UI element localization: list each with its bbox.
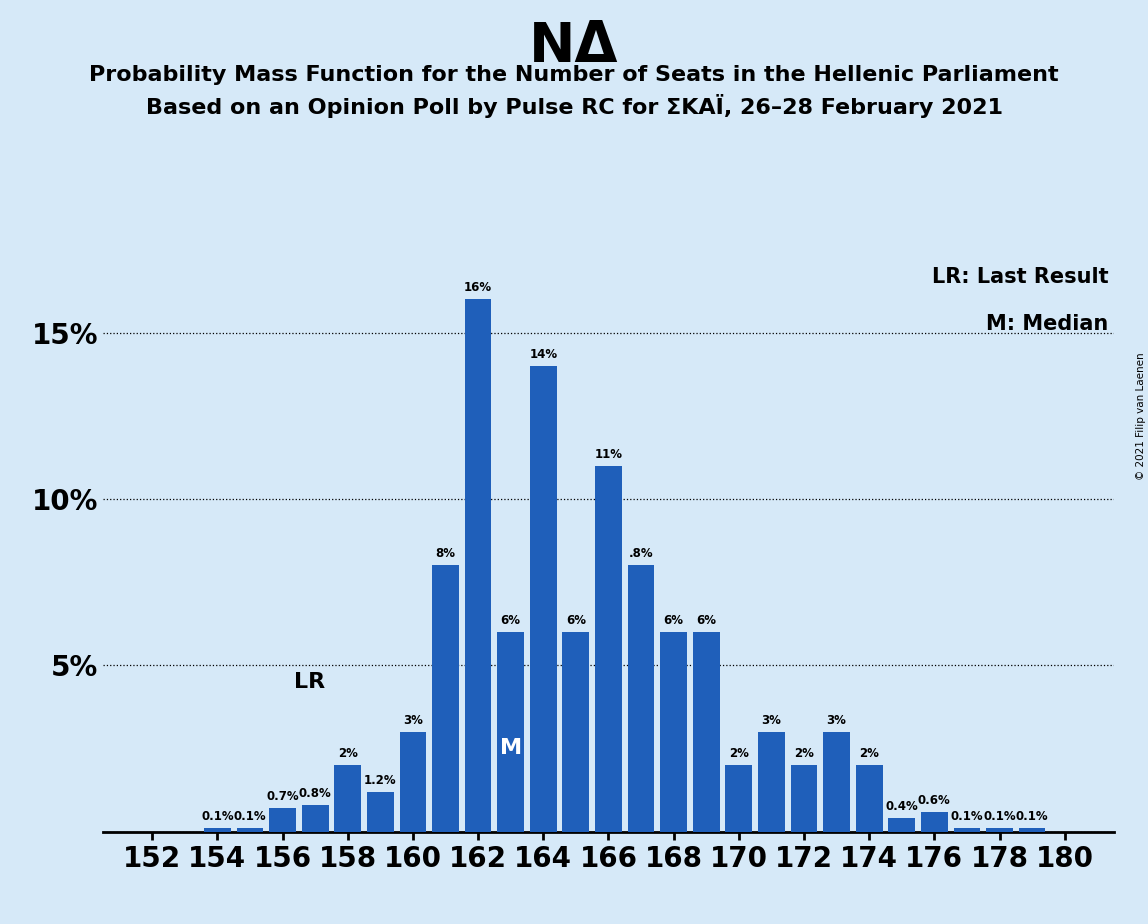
Text: M: Median: M: Median [986,313,1109,334]
Text: 6%: 6% [566,614,585,627]
Text: 0.1%: 0.1% [951,810,983,823]
Bar [563,632,589,832]
Text: 14%: 14% [529,348,557,361]
Bar [400,732,426,832]
Bar [497,632,523,832]
Text: Based on an Opinion Poll by Pulse RC for ΣΚΑΪ, 26–28 February 2021: Based on an Opinion Poll by Pulse RC for… [146,94,1002,118]
Bar [758,732,785,832]
Bar [889,819,915,832]
Bar [954,828,980,832]
Bar [921,811,948,832]
Bar [726,765,752,832]
Bar [367,792,394,832]
Text: 2%: 2% [859,748,879,760]
Bar [823,732,850,832]
Bar [236,828,263,832]
Bar [693,632,720,832]
Text: 0.7%: 0.7% [266,790,298,803]
Text: LR: LR [294,672,325,692]
Bar [1018,828,1046,832]
Bar [660,632,687,832]
Text: 2%: 2% [338,748,358,760]
Bar [432,565,459,832]
Bar [791,765,817,832]
Text: 6%: 6% [501,614,521,627]
Bar [986,828,1013,832]
Text: 3%: 3% [827,714,846,727]
Text: M: M [499,737,521,758]
Text: 6%: 6% [664,614,683,627]
Bar [269,808,296,832]
Text: 11%: 11% [595,448,622,461]
Text: 3%: 3% [403,714,422,727]
Text: 0.1%: 0.1% [1016,810,1048,823]
Text: 0.1%: 0.1% [983,810,1016,823]
Text: 16%: 16% [464,282,492,295]
Bar [465,299,491,832]
Text: 6%: 6% [696,614,716,627]
Text: 1.2%: 1.2% [364,773,396,786]
Bar [595,466,622,832]
Text: NΔ: NΔ [529,20,619,74]
Bar [530,366,557,832]
Text: 8%: 8% [435,548,456,561]
Bar [334,765,362,832]
Text: LR: Last Result: LR: Last Result [932,267,1109,287]
Text: 3%: 3% [761,714,782,727]
Text: 0.6%: 0.6% [918,794,951,807]
Bar [302,805,328,832]
Text: 0.8%: 0.8% [298,787,332,800]
Text: 2%: 2% [794,748,814,760]
Bar [204,828,231,832]
Text: Probability Mass Function for the Number of Seats in the Hellenic Parliament: Probability Mass Function for the Number… [90,65,1058,85]
Bar [855,765,883,832]
Text: © 2021 Filip van Laenen: © 2021 Filip van Laenen [1135,352,1146,480]
Text: 0.1%: 0.1% [201,810,234,823]
Bar [628,565,654,832]
Text: .8%: .8% [629,548,653,561]
Text: 2%: 2% [729,748,748,760]
Text: 0.1%: 0.1% [234,810,266,823]
Text: 0.4%: 0.4% [885,800,918,813]
